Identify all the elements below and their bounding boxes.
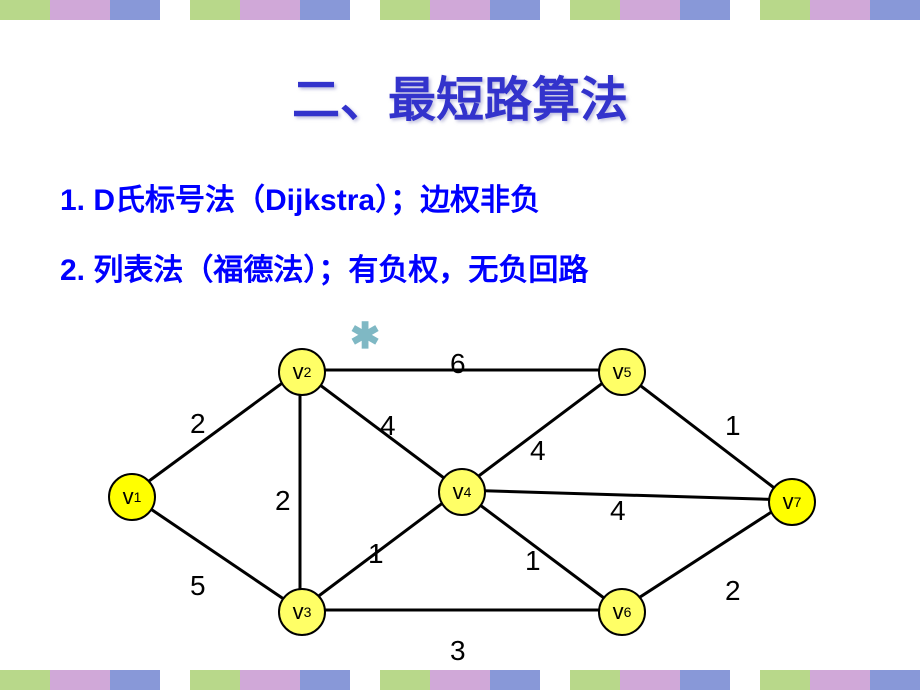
graph-node-v5: v5 (598, 348, 646, 396)
border-group (190, 0, 350, 20)
edge-weight: 4 (610, 495, 626, 527)
border-segment (50, 670, 110, 690)
border-segment (110, 670, 160, 690)
edge-weight: 1 (725, 410, 741, 442)
top-border (0, 0, 920, 20)
graph-node-v2: v2 (278, 348, 326, 396)
border-group (380, 0, 540, 20)
border-segment (190, 0, 240, 20)
border-segment (760, 670, 810, 690)
edge-weight: 2 (190, 408, 206, 440)
graph-diagram: ✱ 252461341412v1v2v3v4v5v6v7 (0, 300, 920, 670)
graph-node-v7: v7 (768, 478, 816, 526)
edge-weight: 2 (275, 485, 291, 517)
graph-node-v1: v1 (108, 473, 156, 521)
border-segment (620, 0, 680, 20)
edge-weight: 3 (450, 635, 466, 667)
border-segment (300, 670, 350, 690)
border-segment (380, 670, 430, 690)
bullet-dijkstra: 1. D氏标号法（Dijkstra）；边权非负 (60, 175, 540, 219)
border-segment (760, 0, 810, 20)
bottom-border (0, 670, 920, 690)
edge-weight: 1 (368, 538, 384, 570)
border-group (570, 0, 730, 20)
border-group (760, 670, 920, 690)
edge-weight: 1 (525, 545, 541, 577)
border-segment (680, 0, 730, 20)
edge-weight: 4 (380, 410, 396, 442)
border-group (570, 670, 730, 690)
border-segment (810, 0, 870, 20)
border-group (760, 0, 920, 20)
border-group (190, 670, 350, 690)
edge-weight: 5 (190, 570, 206, 602)
border-segment (490, 670, 540, 690)
border-segment (240, 0, 300, 20)
graph-edge (620, 370, 790, 500)
graph-node-v4: v4 (438, 468, 486, 516)
graph-edge (130, 370, 300, 495)
graph-node-v6: v6 (598, 588, 646, 636)
border-segment (430, 670, 490, 690)
graph-edge (620, 500, 790, 610)
border-group (0, 670, 160, 690)
edge-weight: 4 (530, 435, 546, 467)
border-segment (810, 670, 870, 690)
border-segment (380, 0, 430, 20)
graph-edge (460, 370, 620, 490)
border-segment (870, 0, 920, 20)
bullet-ford: 2. 列表法（福德法）；有负权，无负回路 (60, 245, 588, 289)
graph-node-v3: v3 (278, 588, 326, 636)
border-segment (680, 670, 730, 690)
border-group (380, 670, 540, 690)
edge-weight: 6 (450, 348, 466, 380)
border-segment (430, 0, 490, 20)
edge-weight: 2 (725, 575, 741, 607)
border-segment (620, 670, 680, 690)
border-segment (50, 0, 110, 20)
border-segment (0, 0, 50, 20)
border-group (0, 0, 160, 20)
border-segment (300, 0, 350, 20)
border-segment (240, 670, 300, 690)
border-segment (190, 670, 240, 690)
border-segment (570, 670, 620, 690)
border-segment (0, 670, 50, 690)
border-segment (870, 670, 920, 690)
border-segment (570, 0, 620, 20)
page-title: 二、最短路算法 (0, 60, 920, 130)
border-segment (490, 0, 540, 20)
border-segment (110, 0, 160, 20)
